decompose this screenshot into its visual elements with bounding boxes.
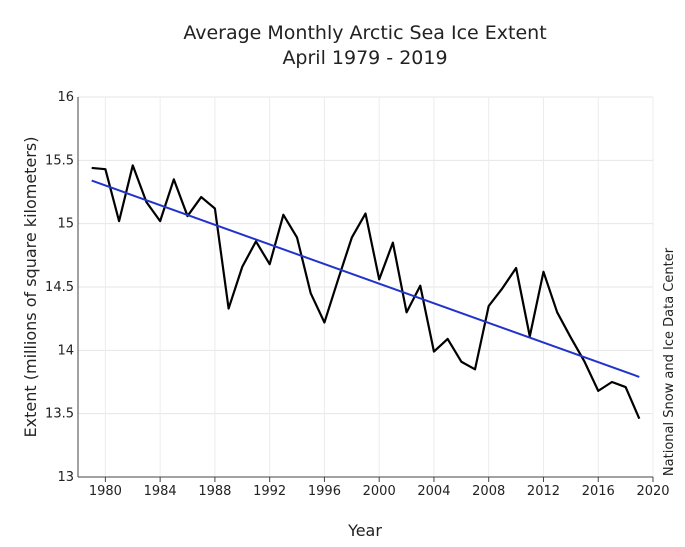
y-tick-label: 14 (57, 343, 74, 358)
chart-title: Average Monthly Arctic Sea Ice Extent (183, 22, 546, 44)
grid (77, 96, 654, 482)
x-tick-label: 1992 (253, 484, 286, 499)
x-axis-label: Year (347, 521, 382, 540)
y-tick-label: 13.5 (45, 407, 74, 422)
y-tick-label: 13 (57, 470, 74, 485)
x-tick-label: 1980 (89, 484, 122, 499)
x-tick-label: 2020 (636, 484, 669, 499)
x-tick-label: 2000 (363, 484, 396, 499)
trend-line (91, 179, 640, 378)
x-tick-label: 2008 (472, 484, 505, 499)
series (91, 164, 641, 420)
tick-labels: 13 13.5 14 14.5 15 15.5 16 1980 1984 1988 1992 1996… (45, 90, 670, 499)
x-tick-label: 2012 (527, 484, 560, 499)
chart-subtitle: April 1979 - 2019 (282, 47, 447, 69)
x-tick-label: 1996 (308, 484, 341, 499)
credit-text: National Snow and Ice Data Center (662, 247, 677, 476)
y-tick-label: 15 (57, 217, 74, 232)
x-tick-label: 1988 (198, 484, 231, 499)
extent-series-line (91, 164, 641, 420)
x-tick-label: 1984 (144, 484, 177, 499)
y-tick-label: 16 (57, 90, 74, 105)
x-tick-label: 2016 (582, 484, 615, 499)
y-tick-label: 15.5 (45, 153, 74, 168)
y-tick-label: 14.5 (45, 280, 74, 295)
x-tick-label: 2004 (417, 484, 450, 499)
y-axis-label: Extent (millions of square kilometers) (21, 137, 40, 438)
